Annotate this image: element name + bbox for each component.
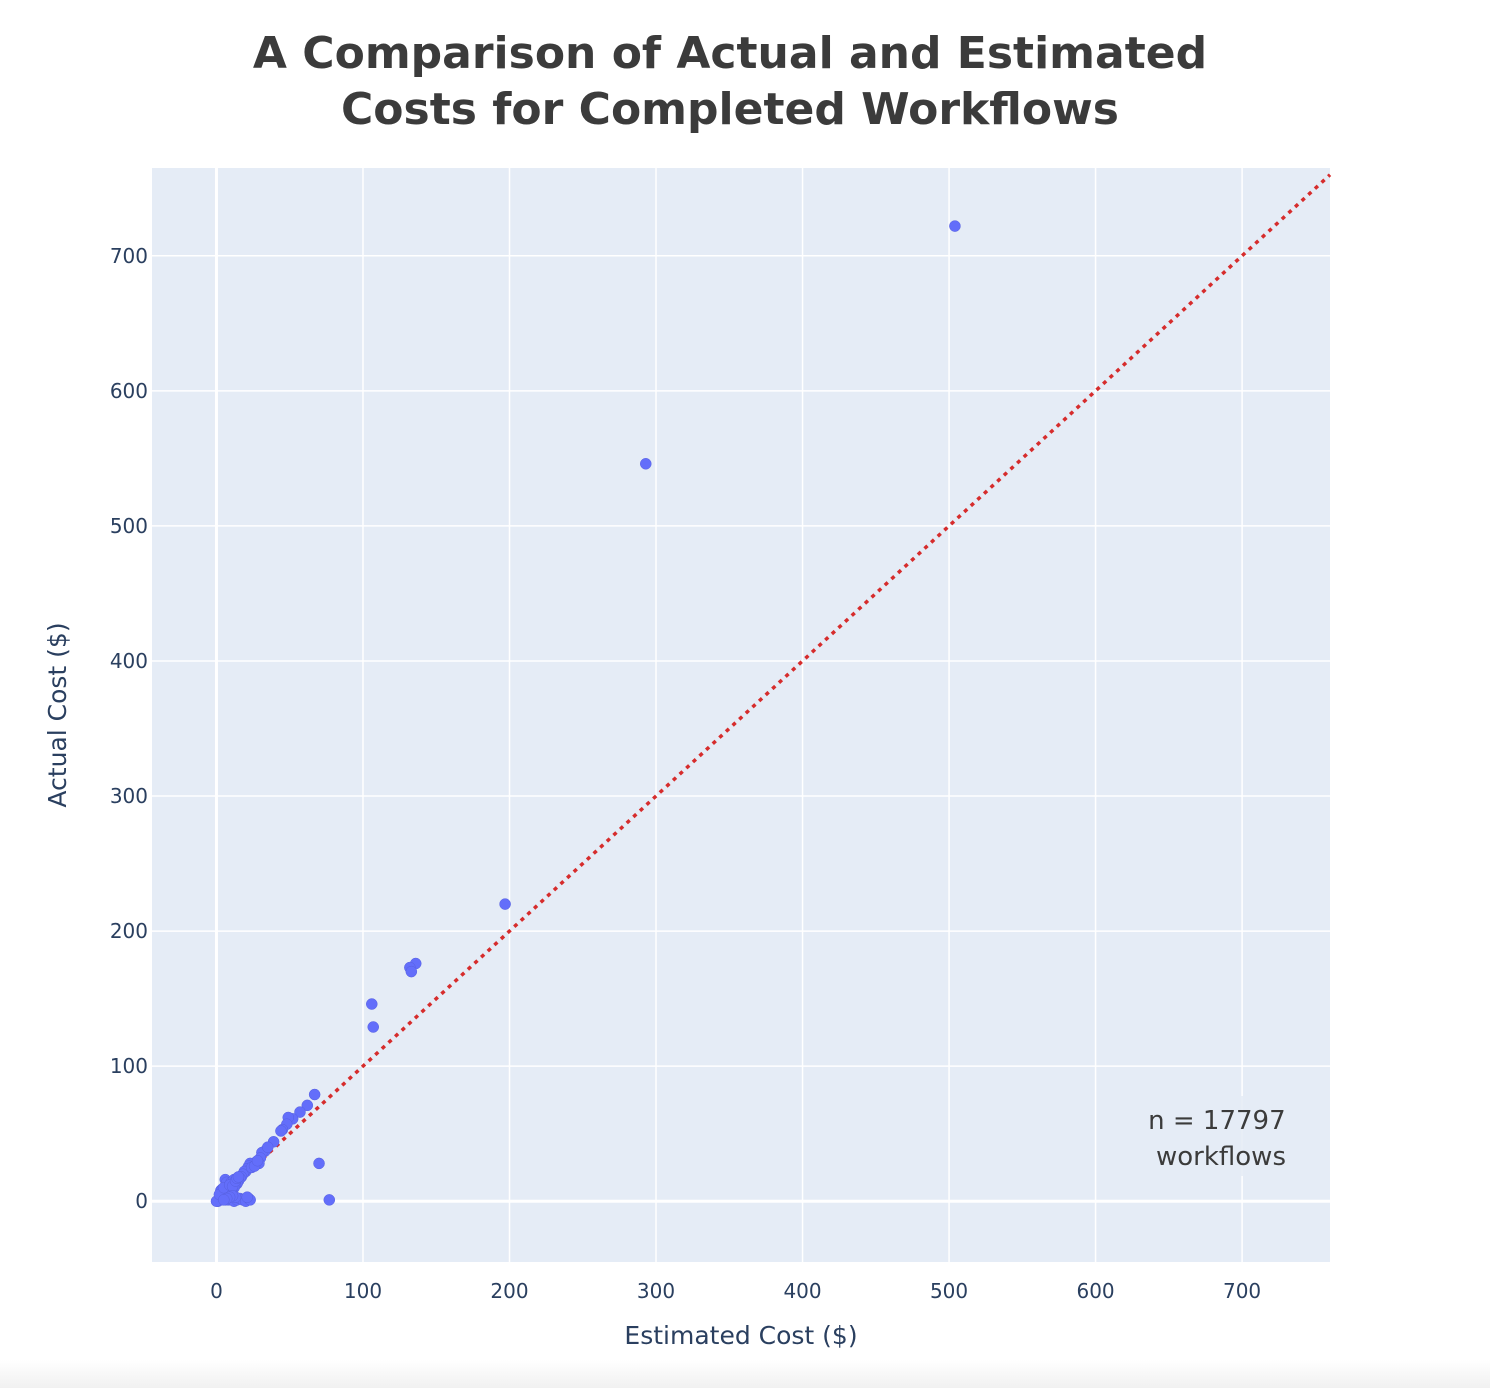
- y-tick-label: 700: [110, 244, 148, 268]
- y-tick-label: 200: [110, 919, 148, 943]
- data-point: [323, 1194, 336, 1206]
- y-tick-label: 0: [135, 1189, 148, 1213]
- annotation-unit: workflows: [1156, 1142, 1286, 1172]
- chart-title: A Comparison of Actual and Estimated Cos…: [0, 26, 1460, 138]
- annotation-box: [1141, 1096, 1301, 1176]
- y-tick-label: 100: [110, 1054, 148, 1078]
- annotation-count: n = 17797: [1148, 1106, 1286, 1136]
- data-point: [232, 1171, 245, 1183]
- data-point: [367, 1021, 379, 1033]
- x-tick-label: 200: [490, 1279, 528, 1303]
- y-tick-label: 300: [110, 784, 148, 808]
- data-point: [218, 1194, 230, 1206]
- data-point: [275, 1125, 287, 1137]
- grid-lines: [152, 168, 1330, 1262]
- bottom-edge-shade: [0, 1360, 1490, 1388]
- reference-line-layer: [215, 173, 1332, 1203]
- tick-labels: 0 100 200 300 400 500 600 700 0 100 200 300 400 500 60…: [110, 244, 1261, 1303]
- data-point: [294, 1106, 306, 1118]
- x-axis-label: Estimated Cost ($): [624, 1321, 857, 1350]
- data-points: [210, 220, 961, 1207]
- y-tick-label: 400: [110, 649, 148, 673]
- data-point: [313, 1157, 325, 1170]
- data-point: [251, 1154, 264, 1167]
- plot-area: [152, 168, 1330, 1262]
- data-point: [949, 220, 961, 232]
- data-point: [366, 998, 378, 1010]
- x-tick-label: 600: [1076, 1279, 1114, 1303]
- data-point: [640, 458, 652, 470]
- y-axis-label: Actual Cost ($): [43, 622, 72, 807]
- data-point: [405, 965, 418, 978]
- y-tick-label: 600: [110, 379, 148, 403]
- annotation-text: n = 17797 workflows: [1148, 1106, 1294, 1172]
- x-tick-label: 0: [210, 1279, 223, 1303]
- x-tick-label: 500: [930, 1279, 968, 1303]
- x-tick-label: 300: [637, 1279, 675, 1303]
- chart-title-line-2: Costs for Completed Workflows: [341, 84, 1119, 135]
- data-point: [301, 1099, 314, 1112]
- x-tick-label: 100: [344, 1279, 382, 1303]
- x-tick-label: 700: [1223, 1279, 1261, 1303]
- data-point: [261, 1141, 274, 1153]
- reference-line: [215, 173, 1332, 1203]
- data-point: [308, 1088, 321, 1101]
- data-point: [241, 1191, 253, 1203]
- chart-title-line-1: A Comparison of Actual and Estimated: [252, 28, 1208, 79]
- data-point: [499, 898, 511, 910]
- x-tick-label: 400: [783, 1279, 821, 1303]
- y-tick-label: 500: [110, 514, 148, 538]
